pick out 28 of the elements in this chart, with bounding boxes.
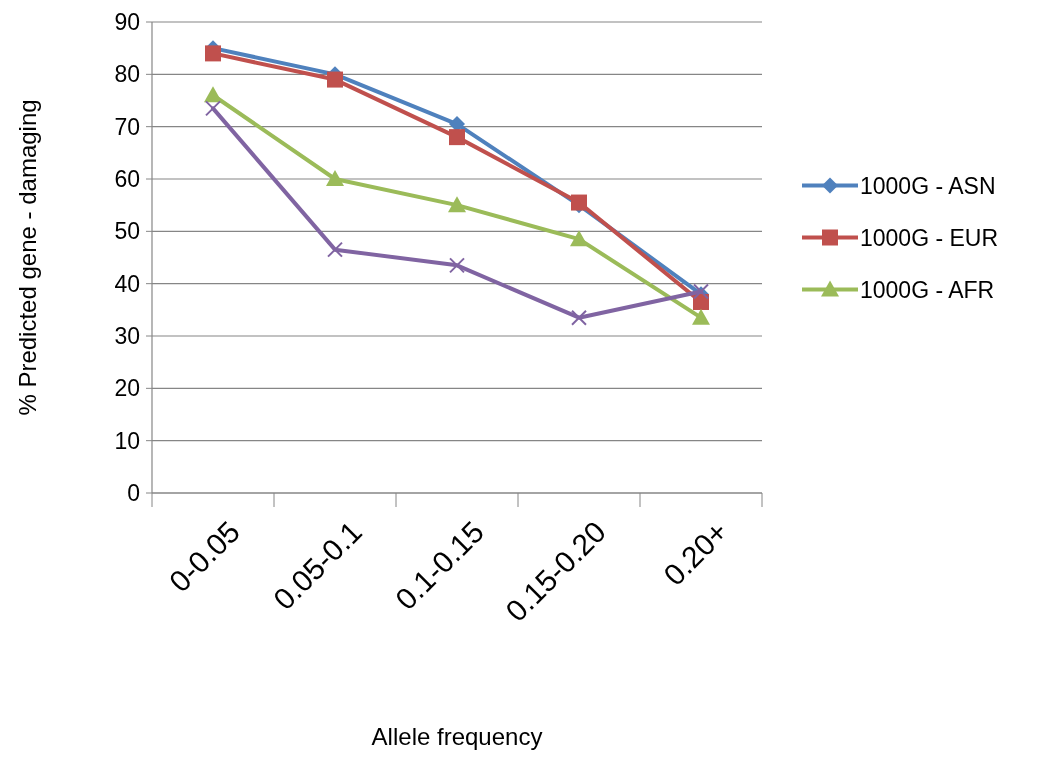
point bbox=[204, 86, 222, 103]
point bbox=[692, 308, 710, 325]
legend-label: 1000G - EUR bbox=[860, 224, 999, 251]
y-tick-label: 50 bbox=[114, 218, 140, 245]
y-tick-label: 30 bbox=[114, 323, 140, 350]
y-tick-label: 80 bbox=[114, 61, 140, 88]
point bbox=[449, 129, 465, 146]
y-tick-label: 40 bbox=[114, 270, 140, 297]
y-tick-label: 10 bbox=[114, 427, 140, 454]
point bbox=[693, 293, 709, 310]
y-axis-title: % Predicted gene - damaging bbox=[14, 99, 41, 416]
point bbox=[205, 100, 221, 117]
y-tick-label: 0 bbox=[127, 480, 140, 507]
legend-label: 1000G - AFR bbox=[860, 276, 995, 303]
point bbox=[327, 71, 343, 88]
y-tick-label: 70 bbox=[114, 113, 140, 140]
point bbox=[449, 257, 465, 274]
y-tick-label: 90 bbox=[114, 9, 140, 36]
x-axis-title: Allele frequency bbox=[371, 723, 543, 750]
point bbox=[326, 170, 344, 186]
point bbox=[448, 196, 466, 213]
y-tick-label: 60 bbox=[114, 166, 140, 193]
point bbox=[571, 309, 587, 326]
point bbox=[327, 241, 343, 258]
y-tick-label: 20 bbox=[114, 375, 140, 402]
legend-label: 1000G - ASN bbox=[860, 172, 996, 199]
point bbox=[205, 45, 221, 62]
point bbox=[570, 230, 588, 247]
